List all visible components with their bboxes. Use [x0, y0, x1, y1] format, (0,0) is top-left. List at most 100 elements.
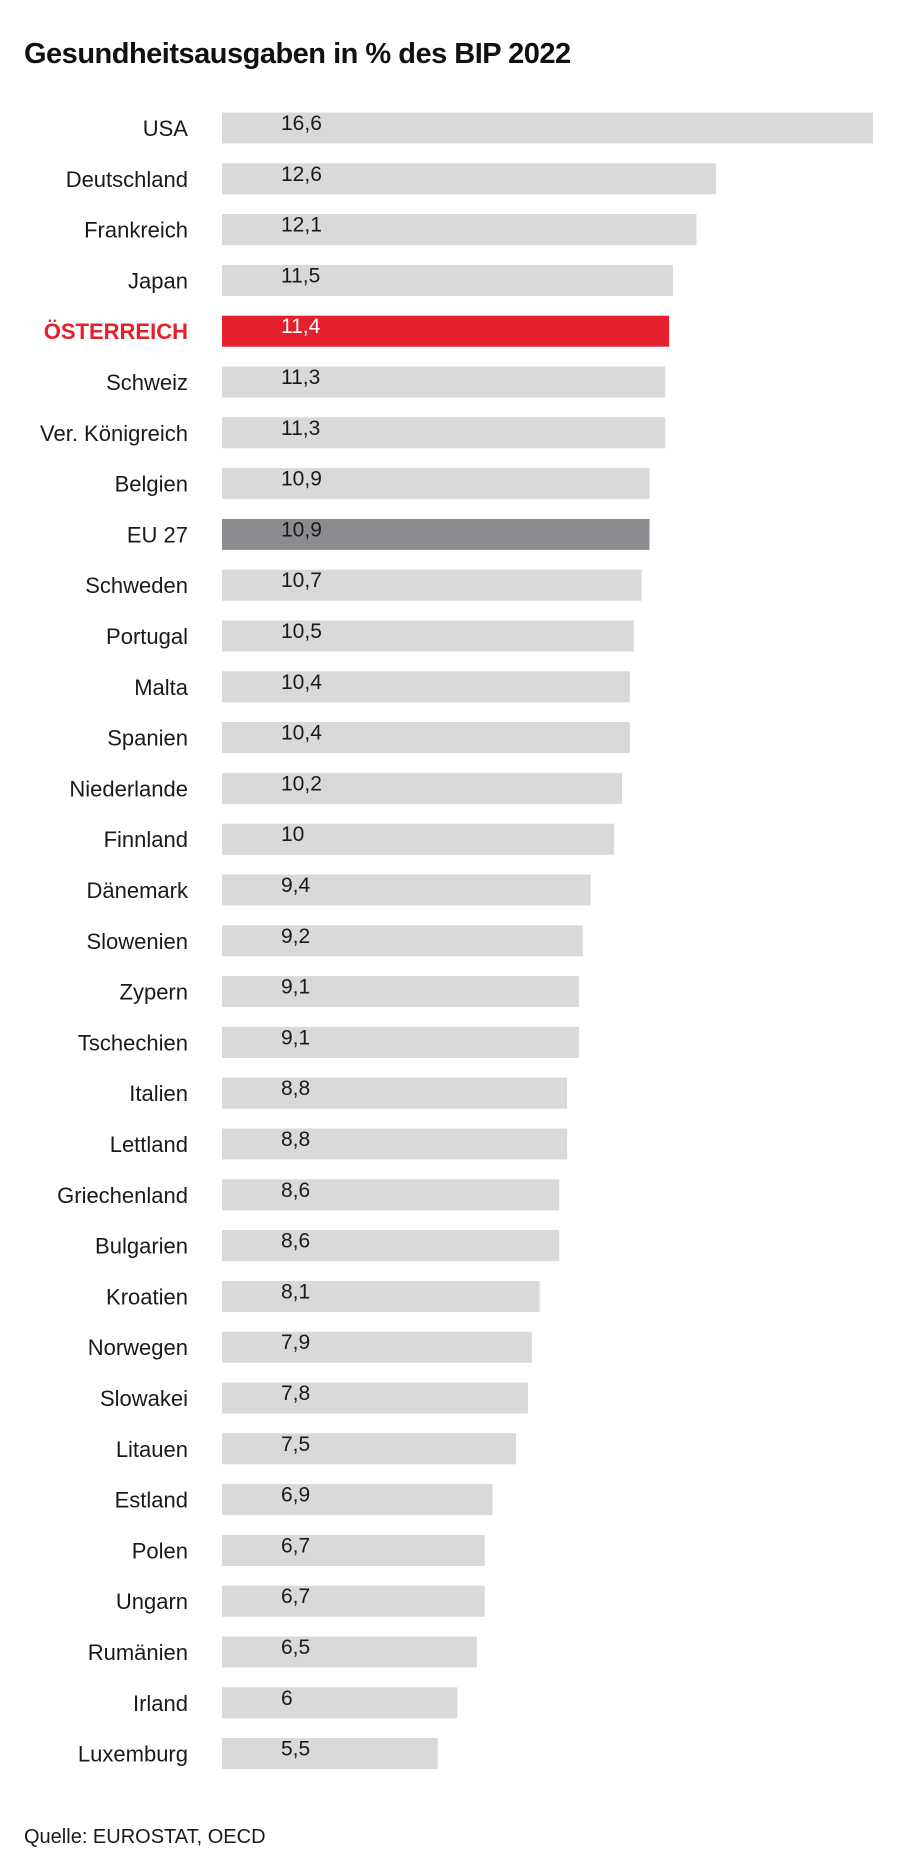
category-label-oesterreich: ÖSTERREICH	[44, 319, 188, 344]
value-label-schweden: 10,7	[281, 569, 322, 592]
value-label-slowakei: 7,8	[281, 1382, 310, 1405]
category-label-litauen: Litauen	[116, 1437, 188, 1462]
bar-finnland	[222, 823, 615, 855]
value-label-finnland: 10	[281, 823, 304, 846]
bar-spanien	[222, 722, 630, 754]
category-label-slowakei: Slowakei	[100, 1386, 188, 1411]
chart-title: Gesundheitsausgaben in % des BIP 2022	[24, 38, 571, 70]
bar-japan	[222, 264, 673, 296]
bar-frankreich	[222, 214, 697, 246]
bar-slowenien	[222, 925, 583, 957]
bar-bulgarien	[222, 1230, 560, 1262]
category-label-zypern: Zypern	[120, 980, 188, 1005]
value-label-malta: 10,4	[281, 671, 322, 694]
category-label-griechenland: Griechenland	[57, 1183, 188, 1208]
category-label-norwegen: Norwegen	[88, 1335, 188, 1360]
source-note: Quelle: EUROSTAT, OECD	[24, 1826, 266, 1848]
category-label-deutschland: Deutschland	[66, 167, 188, 192]
category-label-schweden: Schweden	[85, 573, 188, 598]
value-label-polen: 6,7	[281, 1534, 310, 1557]
value-label-oesterreich: 11,4	[281, 315, 321, 338]
category-label-belgien: Belgien	[115, 472, 188, 497]
value-label-spanien: 10,4	[281, 722, 322, 745]
value-label-rumaenien: 6,5	[281, 1636, 310, 1659]
category-label-italien: Italien	[129, 1081, 188, 1106]
category-label-japan: Japan	[128, 268, 188, 293]
value-label-tschechien: 9,1	[281, 1026, 310, 1049]
category-label-portugal: Portugal	[106, 624, 188, 649]
value-label-kroatien: 8,1	[281, 1280, 310, 1303]
value-label-ver-koenigreich: 11,3	[281, 417, 320, 440]
bar-ver-koenigreich	[222, 417, 666, 449]
value-label-lettland: 8,8	[281, 1128, 310, 1151]
value-label-portugal: 10,5	[281, 620, 322, 643]
bar-daenemark	[222, 874, 591, 906]
category-label-irland: Irland	[133, 1691, 188, 1716]
category-label-polen: Polen	[132, 1538, 188, 1563]
value-label-griechenland: 8,6	[281, 1179, 310, 1202]
category-label-estland: Estland	[115, 1488, 188, 1513]
category-label-finnland: Finnland	[104, 827, 188, 852]
category-label-slowenien: Slowenien	[86, 929, 188, 954]
bar-norwegen	[222, 1331, 532, 1363]
value-label-belgien: 10,9	[281, 468, 322, 491]
value-label-luxemburg: 5,5	[281, 1738, 310, 1761]
bar-malta	[222, 671, 630, 703]
value-label-niederlande: 10,2	[281, 772, 322, 795]
value-label-usa: 16,6	[281, 112, 322, 135]
value-label-norwegen: 7,9	[281, 1331, 310, 1354]
value-label-italien: 8,8	[281, 1077, 310, 1100]
value-label-deutschland: 12,6	[281, 163, 322, 186]
bar-eu-27	[222, 518, 650, 550]
category-label-frankreich: Frankreich	[84, 218, 188, 243]
bar-deutschland	[222, 163, 717, 195]
bar-estland	[222, 1484, 493, 1516]
category-label-eu-27: EU 27	[127, 522, 188, 547]
category-label-malta: Malta	[134, 675, 189, 700]
bar-tschechien	[222, 1026, 579, 1058]
bar-schweiz	[222, 366, 666, 398]
bar-ungarn	[222, 1585, 485, 1617]
bar-italien	[222, 1077, 568, 1109]
category-label-ungarn: Ungarn	[116, 1589, 188, 1614]
value-label-frankreich: 12,1	[281, 214, 322, 237]
category-label-usa: USA	[143, 116, 189, 141]
bar-zypern	[222, 976, 579, 1008]
value-label-slowenien: 9,2	[281, 925, 310, 948]
category-label-luxemburg: Luxemburg	[78, 1742, 188, 1767]
bar-schweden	[222, 569, 642, 601]
value-label-irland: 6	[281, 1687, 293, 1710]
bar-griechenland	[222, 1179, 560, 1211]
category-label-lettland: Lettland	[110, 1132, 188, 1157]
bar-usa	[222, 112, 873, 144]
category-label-ver-koenigreich: Ver. Königreich	[40, 421, 188, 446]
bar-portugal	[222, 620, 634, 652]
bar-belgien	[222, 468, 650, 500]
value-label-ungarn: 6,7	[281, 1585, 310, 1608]
bar-polen	[222, 1534, 485, 1566]
bar-irland	[222, 1687, 458, 1719]
bar-niederlande	[222, 772, 622, 804]
value-label-estland: 6,9	[281, 1484, 310, 1507]
value-label-japan: 11,5	[281, 264, 320, 287]
category-label-bulgarien: Bulgarien	[95, 1234, 188, 1259]
bar-litauen	[222, 1433, 517, 1465]
category-label-niederlande: Niederlande	[69, 776, 188, 801]
category-label-daenemark: Dänemark	[87, 878, 189, 903]
bar-lettland	[222, 1128, 568, 1160]
bar-oesterreich	[222, 315, 670, 347]
value-label-eu-27: 10,9	[281, 518, 322, 541]
value-label-daenemark: 9,4	[281, 874, 311, 897]
value-label-schweiz: 11,3	[281, 366, 320, 389]
category-label-kroatien: Kroatien	[106, 1284, 188, 1309]
bar-kroatien	[222, 1280, 540, 1312]
category-label-rumaenien: Rumänien	[88, 1640, 188, 1665]
value-label-zypern: 9,1	[281, 976, 310, 999]
bar-rumaenien	[222, 1636, 477, 1668]
category-label-spanien: Spanien	[107, 726, 188, 751]
category-label-tschechien: Tschechien	[78, 1030, 188, 1055]
category-label-schweiz: Schweiz	[106, 370, 188, 395]
value-label-bulgarien: 8,6	[281, 1230, 310, 1253]
bar-luxemburg	[222, 1738, 438, 1770]
